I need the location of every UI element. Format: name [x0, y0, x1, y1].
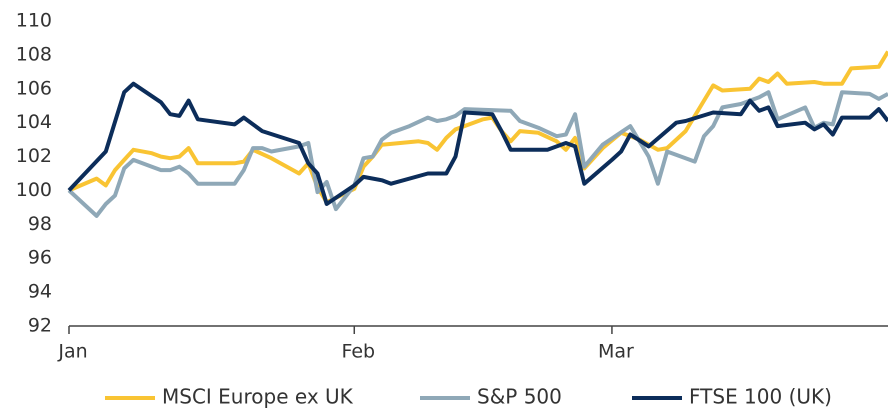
y-tick-label: 100 — [16, 179, 52, 201]
y-tick-label: 92 — [28, 315, 52, 337]
y-tick-label: 106 — [16, 77, 52, 99]
y-tick-label: 104 — [16, 111, 52, 133]
y-tick-label: 94 — [28, 281, 52, 303]
y-tick-label: 96 — [28, 247, 52, 269]
x-tick-label: Mar — [598, 341, 634, 363]
series-line — [67, 90, 888, 218]
y-tick-label: 108 — [16, 43, 52, 65]
series-line — [67, 81, 888, 206]
x-tick-label: Feb — [341, 341, 375, 363]
series-line — [68, 50, 888, 205]
x-tick-label: Jan — [57, 341, 87, 363]
legend-label: S&P 500 — [477, 385, 562, 409]
legend-label: FTSE 100 (UK) — [689, 385, 832, 409]
y-tick-label: 110 — [16, 10, 52, 32]
y-tick-label: 98 — [28, 213, 52, 235]
legend-label: MSCI Europe ex UK — [162, 385, 354, 409]
y-tick-label: 102 — [16, 145, 52, 167]
